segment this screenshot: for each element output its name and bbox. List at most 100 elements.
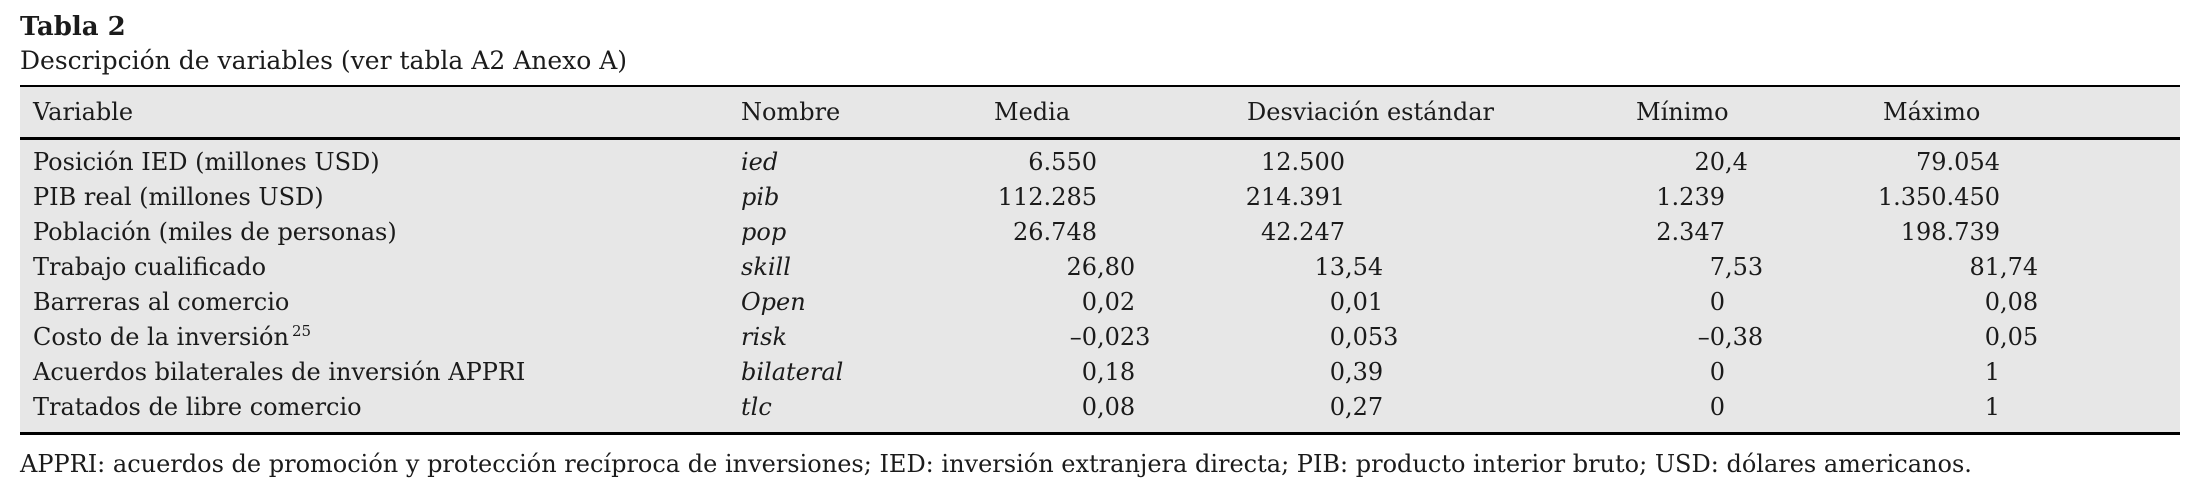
value-int: 42.247 [1261,218,1345,246]
value-int: 0 [1984,323,2000,351]
value-int: 20 [1694,148,1725,176]
cell-media: –0,023 [985,320,1151,355]
value-int: 0 [1081,393,1097,421]
cell-media: 0,02 [985,285,1150,320]
value-dec [1725,215,1760,250]
value-int: 1.239 [1656,183,1725,211]
cell-minimo: 2.347 [1400,215,1760,250]
cell-variable: Tratados de libre comercio [20,390,730,425]
value-int: 214.391 [1245,183,1345,211]
value-dec [1725,285,1760,320]
cell-minimo: 0 [1400,355,1760,390]
value-int: 7 [1709,253,1725,281]
table-row: Población (miles de personas) pop 26.748… [20,215,2180,250]
value-dec [1725,390,1760,425]
value-dec: ,18 [1097,358,1136,386]
cell-maximo: 1 [1760,390,2180,425]
cell-desviacion: 0,39 [1150,355,1400,390]
cell-desviacion: 12.500 [1150,145,1400,180]
value-dec: ,80 [1097,253,1136,281]
table-row: Tratados de libre comercio tlc 0,08 0,27… [20,390,2180,425]
col-header-desviacion: Desviación estándar [1247,98,1495,126]
value-dec [1725,180,1760,215]
variable-label: Población (miles de personas) [33,218,397,246]
cell-media: 0,18 [985,355,1150,390]
value-int: –0 [1069,323,1097,351]
value-int: 112.285 [997,183,1097,211]
value-int: 1 [1984,358,2000,386]
value-dec [1345,180,1400,215]
cell-nombre: Open [741,288,806,316]
footnote-ref [266,252,269,270]
value-dec: ,27 [1345,393,1384,421]
footnote-ref: 25 [291,322,312,340]
cell-variable: Trabajo cualificado [20,250,730,285]
cell-nombre: skill [741,253,791,281]
cell-media: 112.285 [985,180,1150,215]
table-row: Barreras al comercio Open 0,02 0 ,01 0 0,… [20,285,2180,320]
value-dec: ,02 [1097,288,1136,316]
cell-desviacion: 13,54 [1150,250,1400,285]
value-int: 13 [1314,253,1345,281]
value-dec [2000,390,2044,425]
table-row: Trabajo cualificado skill 26,80 13,54 7,… [20,250,2180,285]
cell-variable: Barreras al comercio [20,285,730,320]
value-dec: ,08 [1097,393,1136,421]
table-row: PIB real (millones USD) pib 112.285 214.… [20,180,2180,215]
cell-media: 26,80 [985,250,1150,285]
value-dec: ,53 [1725,253,1764,281]
value-dec [2000,180,2044,215]
value-int: –0 [1697,323,1725,351]
cell-nombre: pop [741,218,787,246]
cell-minimo: 20,4 [1400,145,1760,180]
variables-table: Variable Nombre Media Desviación estánda… [20,85,2180,435]
value-int: 0 [1329,358,1345,386]
value-int: 0 [1709,393,1725,421]
value-dec: ,54 [1345,253,1384,281]
cell-variable: Costo de la inversión 25 [20,320,730,355]
footnote-ref [380,147,383,165]
cell-minimo: 1.239 [1400,180,1760,215]
cell-maximo: 0,05 [1760,320,2180,355]
cell-minimo: 7,53 [1400,250,1764,285]
value-dec [1725,355,1760,390]
table-row: Posición IED (millones USD) ied 6.550 12… [20,145,2180,180]
cell-variable: Posición IED (millones USD) [20,145,730,180]
variable-label: Posición IED (millones USD) [33,148,380,176]
value-dec [2000,145,2044,180]
value-int: 0 [1984,288,2000,316]
cell-media: 26.748 [985,215,1150,250]
value-dec: ,4 [1725,148,1748,176]
col-header-maximo: Máximo [1883,98,1981,126]
value-dec [1097,145,1150,180]
cell-desviacion: 0,053 [1150,320,1400,355]
value-int: 0 [1081,358,1097,386]
cell-variable: Acuerdos bilaterales de inversión APPRI [20,355,730,390]
value-dec: ,053 [1345,323,1399,351]
value-dec: ,023 [1097,323,1151,351]
cell-maximo: 198.739 [1760,215,2180,250]
cell-maximo: 79.054 [1760,145,2180,180]
col-header-media: Media [994,98,1071,126]
cell-desviacion: 42.247 [1150,215,1400,250]
table-row: Costo de la inversión 25 risk –0,023 0,05… [20,320,2180,355]
cell-minimo: 0 [1400,390,1760,425]
value-dec: ,08 [2000,288,2039,316]
value-int: 0 [1329,323,1345,351]
value-int: 0 [1709,288,1725,316]
cell-media: 0,08 [985,390,1150,425]
value-int: 26 [1066,253,1097,281]
value-dec: ,01 [1345,288,1384,316]
cell-maximo: 81,74 [1760,250,2180,285]
variable-label: PIB real (millones USD) [33,183,324,211]
col-header-nombre: Nombre [741,98,841,126]
cell-maximo: 0,08 [1760,285,2180,320]
value-int: 0 [1709,358,1725,386]
col-header-minimo: Mínimo [1636,98,1729,126]
cell-variable: PIB real (millones USD) [20,180,730,215]
footnote-ref [397,217,400,235]
value-dec [2000,355,2044,390]
table-footnote: APPRI: acuerdos de promoción y protecció… [20,450,1972,478]
table-row: Acuerdos bilaterales de inversión APPRI … [20,355,2180,390]
